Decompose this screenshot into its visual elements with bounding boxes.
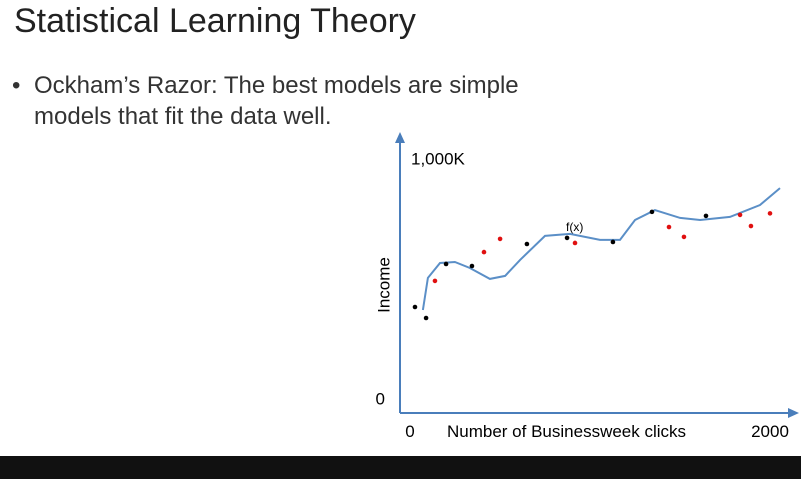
data-point: [432, 278, 438, 284]
data-point: [564, 235, 570, 241]
bullet-dot: •: [12, 72, 21, 99]
y-axis-label: Income: [374, 257, 393, 313]
chart: Income Number of Businessweek clicks f(x…: [374, 132, 799, 441]
data-point: [610, 239, 616, 245]
data-point: [412, 304, 418, 310]
data-point: [649, 209, 655, 215]
data-point: [524, 241, 530, 247]
video-bar: [0, 456, 801, 479]
data-point: [666, 224, 672, 230]
data-point: [497, 236, 503, 242]
y-axis-arrow: [395, 132, 405, 143]
data-point: [572, 240, 578, 246]
data-point: [737, 212, 743, 218]
x-tick-label: 2000: [751, 422, 789, 441]
annotation: f(x): [566, 220, 583, 234]
data-point: [443, 261, 449, 267]
x-tick-label: 0: [405, 422, 414, 441]
y-tick-label: 0: [376, 389, 385, 408]
x-axis-arrow: [788, 408, 799, 418]
bullet-text: Ockham’s Razor: The best models are simp…: [34, 72, 519, 130]
data-point: [481, 249, 487, 255]
data-point: [703, 213, 709, 219]
x-axis-label: Number of Businessweek clicks: [447, 422, 686, 441]
data-point: [469, 263, 475, 269]
fit-curve: [421, 187, 781, 311]
data-point: [423, 315, 429, 321]
data-point: [681, 234, 687, 240]
data-point: [748, 223, 754, 229]
data-point: [767, 211, 773, 216]
slide-title: Statistical Learning Theory: [14, 2, 416, 40]
y-tick-label: 1,000K: [411, 149, 466, 168]
